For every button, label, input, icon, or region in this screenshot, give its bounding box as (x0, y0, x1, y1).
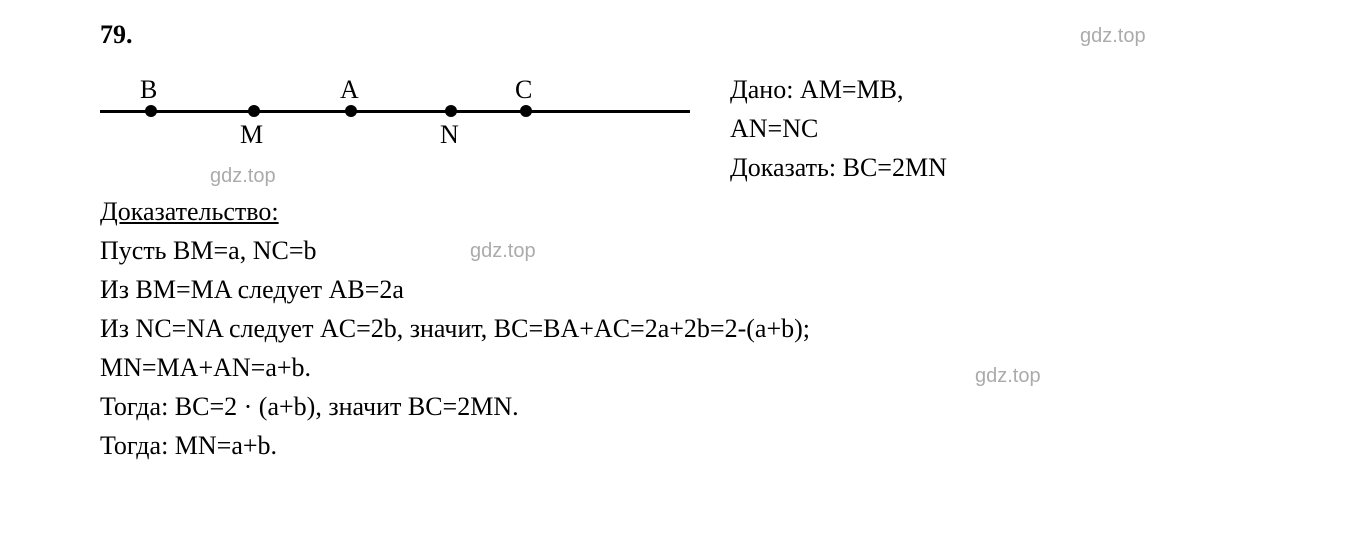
proof-line-1: Пусть BM=a, NC=b (100, 231, 1258, 270)
label-m: M (240, 120, 263, 150)
prove-statement: BC=2MN (843, 153, 947, 182)
given-line-2: AN=NC (730, 109, 1258, 148)
line-diagram: B M A N C (100, 80, 690, 160)
watermark-1: gdz.top (1080, 25, 1146, 48)
point-m (248, 105, 260, 117)
given-text-1: AM=MB, (800, 75, 904, 104)
point-a (345, 105, 357, 117)
proof-line-2: Из BM=MA следует AB=2a (100, 270, 1258, 309)
watermark-3: gdz.top (470, 240, 536, 263)
proof-title: Доказательство: (100, 197, 279, 226)
label-a: A (340, 75, 359, 105)
label-b: B (140, 75, 157, 105)
proof-line-4: MN=MA+AN=a+b. (100, 348, 1258, 387)
point-c (520, 105, 532, 117)
point-b (145, 105, 157, 117)
proof-line-5: Тогда: BC=2 · (a+b), значит BC=2MN. (100, 387, 1258, 426)
point-n (445, 105, 457, 117)
given-line-1: Дано: AM=MB, (730, 70, 1258, 109)
watermark-2: gdz.top (210, 165, 276, 188)
prove-line: Доказать: BC=2MN (730, 148, 1258, 187)
watermark-4: gdz.top (975, 365, 1041, 388)
label-c: C (515, 75, 532, 105)
label-n: N (440, 120, 459, 150)
proof-section: Доказательство: Пусть BM=a, NC=b Из BM=M… (100, 192, 1258, 465)
given-section: Дано: AM=MB, AN=NC Доказать: BC=2MN (720, 70, 1258, 187)
given-label: Дано: (730, 75, 793, 104)
proof-title-line: Доказательство: (100, 192, 1258, 231)
diagram-section: B M A N C (100, 70, 720, 187)
proof-line-6: Тогда: MN=a+b. (100, 426, 1258, 465)
prove-label: Доказать: (730, 153, 836, 182)
proof-line-3: Из NC=NA следует AC=2b, значит, BC=BA+AC… (100, 309, 1258, 348)
number-line (100, 110, 690, 113)
